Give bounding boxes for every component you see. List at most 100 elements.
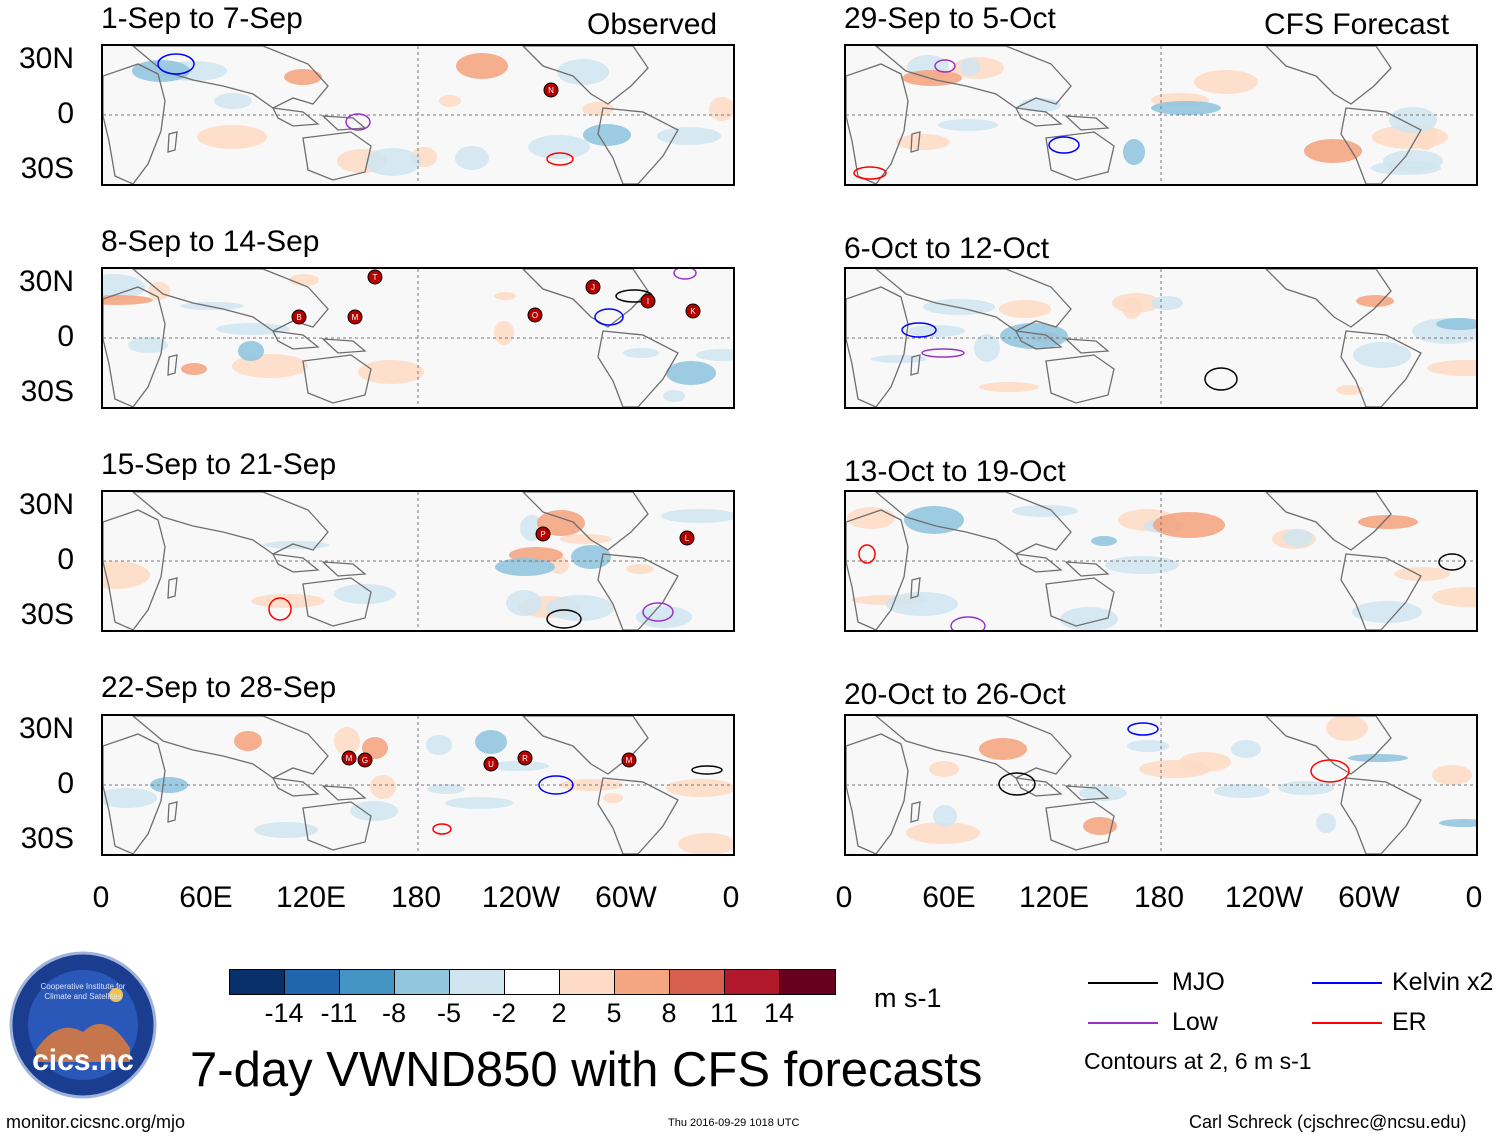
anomaly-shading bbox=[445, 797, 513, 809]
storm-marker: R bbox=[517, 750, 533, 766]
anomaly-shading bbox=[933, 805, 957, 827]
anomaly-shading bbox=[1019, 98, 1061, 112]
map-canvas: N bbox=[103, 46, 733, 184]
anomaly-shading bbox=[427, 784, 465, 794]
colorbar-label: -11 bbox=[320, 998, 358, 1028]
anomaly-shading bbox=[979, 738, 1027, 760]
storm-marker: M bbox=[347, 309, 363, 325]
storm-label: O bbox=[532, 311, 538, 320]
coastline bbox=[1265, 492, 1392, 551]
storm-label: T bbox=[373, 273, 378, 282]
anomaly-shading bbox=[238, 341, 264, 361]
wave-contour bbox=[950, 616, 986, 630]
anomaly-shading bbox=[1060, 607, 1118, 630]
anomaly-shading bbox=[103, 788, 157, 808]
longitude-label: 120E bbox=[275, 881, 347, 914]
coastline bbox=[846, 286, 909, 407]
coastline bbox=[271, 553, 367, 577]
anomaly-shading bbox=[896, 134, 950, 150]
anomaly-shading bbox=[1151, 296, 1183, 310]
coastline bbox=[874, 269, 1072, 332]
latitude-label: 30S bbox=[20, 822, 74, 855]
anomaly-shading bbox=[1432, 765, 1472, 785]
anomaly-shading bbox=[1358, 515, 1418, 529]
anomaly-shading bbox=[623, 348, 659, 358]
panel-title: 1-Sep to 7-Sep bbox=[101, 2, 303, 35]
coastline bbox=[1265, 716, 1392, 775]
storm-label: P bbox=[540, 530, 545, 539]
coastline bbox=[131, 492, 329, 555]
anomaly-shading bbox=[494, 292, 516, 300]
colorbar-swatch bbox=[560, 970, 615, 994]
latitude-label: 30N bbox=[18, 42, 74, 75]
colorbar-label: 14 bbox=[763, 998, 795, 1028]
latitude-label: 0 bbox=[57, 767, 74, 800]
wave-contour bbox=[673, 269, 697, 280]
anomaly-shading bbox=[495, 558, 555, 576]
coastline bbox=[1014, 553, 1110, 577]
storm-marker: I bbox=[640, 293, 656, 309]
anomaly-shading bbox=[1336, 385, 1364, 395]
anomaly-shading bbox=[1127, 740, 1169, 752]
anomaly-shading bbox=[938, 119, 998, 131]
storm-marker: N bbox=[543, 82, 559, 98]
coastline bbox=[1265, 46, 1392, 105]
colorbar-label: 11 bbox=[709, 998, 739, 1028]
storm-marker: G bbox=[357, 752, 373, 768]
coastline bbox=[1014, 777, 1110, 801]
cics-logo[interactable]: cics.nc Cooperative Institute for Climat… bbox=[8, 950, 158, 1100]
anomaly-shading bbox=[557, 59, 609, 85]
logo-ring-text: Cooperative Institute for Climate and Sa… bbox=[40, 982, 126, 1001]
coastline bbox=[167, 801, 178, 823]
wave-contour bbox=[432, 823, 452, 835]
latitude-label: 0 bbox=[57, 320, 74, 353]
coastline bbox=[1014, 330, 1110, 354]
wave-contour bbox=[853, 166, 887, 180]
anomaly-shading bbox=[657, 127, 721, 145]
coastline bbox=[302, 801, 372, 851]
footer-url[interactable]: monitor.cicsnc.org/mjo bbox=[6, 1112, 186, 1132]
storm-label: M bbox=[626, 756, 633, 765]
anomaly-shading bbox=[1083, 817, 1117, 835]
colorbar-swatch bbox=[230, 970, 285, 994]
anomaly-shading bbox=[506, 590, 542, 616]
latitude-label: 30N bbox=[18, 488, 74, 521]
anomaly-shading bbox=[979, 382, 1039, 392]
storm-marker: J bbox=[585, 279, 601, 295]
colorbar-label: -5 bbox=[436, 998, 461, 1028]
map-panel: T J B M O I K bbox=[101, 267, 735, 409]
anomaly-shading bbox=[666, 361, 716, 385]
longitude-label: 60W bbox=[595, 881, 657, 914]
panel-title: 8-Sep to 14-Sep bbox=[101, 225, 320, 258]
anomaly-shading bbox=[1389, 107, 1437, 133]
coastline bbox=[910, 577, 921, 599]
coastline bbox=[103, 286, 166, 407]
coastline bbox=[846, 509, 909, 630]
anomaly-shading bbox=[546, 595, 614, 621]
storm-label: M bbox=[346, 754, 353, 763]
colorbar-label: -8 bbox=[381, 998, 406, 1028]
coastline bbox=[874, 46, 1072, 109]
map-panel bbox=[844, 267, 1478, 409]
coastline bbox=[167, 577, 178, 599]
anomaly-shading bbox=[1352, 601, 1422, 623]
anomaly-shading bbox=[475, 730, 507, 754]
map-canvas bbox=[846, 716, 1476, 854]
anomaly-shading bbox=[960, 58, 980, 76]
anomaly-shading bbox=[906, 822, 980, 844]
longitude-label: 120W bbox=[481, 881, 561, 914]
wave-contour bbox=[921, 348, 965, 358]
anomaly-shading bbox=[494, 321, 514, 345]
anomaly-shading bbox=[1304, 139, 1362, 163]
coastline bbox=[1340, 777, 1422, 854]
longitude-label: 120E bbox=[1018, 881, 1090, 914]
storm-marker: K bbox=[685, 303, 701, 319]
map-panel bbox=[844, 44, 1478, 186]
colorbar-swatch bbox=[505, 970, 560, 994]
coastline bbox=[597, 553, 679, 630]
coastline bbox=[302, 577, 372, 627]
anomaly-shading bbox=[487, 761, 549, 771]
coastline bbox=[1045, 354, 1115, 404]
anomaly-shading bbox=[365, 148, 421, 176]
wave-contour bbox=[1438, 553, 1466, 571]
